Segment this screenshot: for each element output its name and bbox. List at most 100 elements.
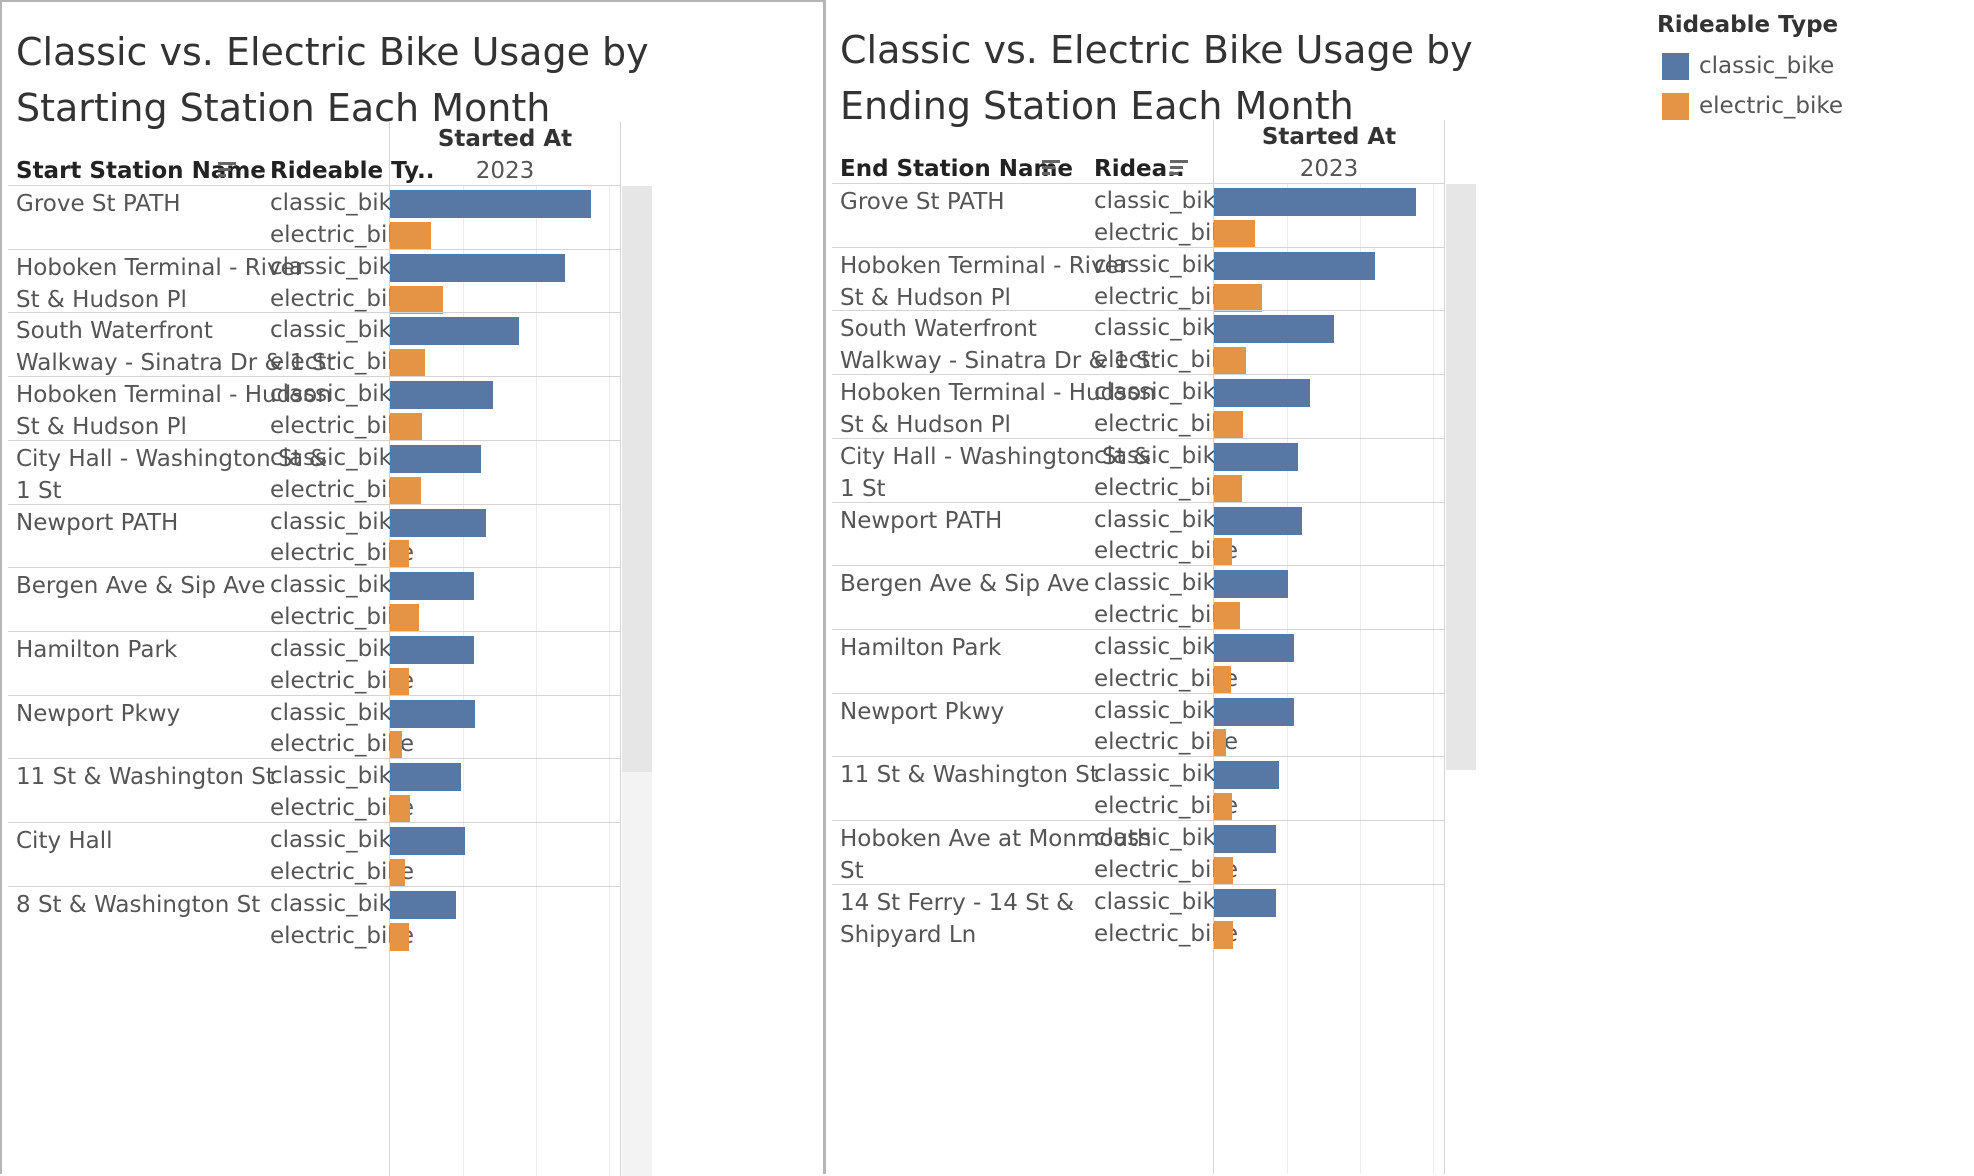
station-name: Hoboken Terminal - River St & Hudson Pl	[840, 250, 1128, 314]
rideable-type-label: classic_bike	[1094, 442, 1230, 469]
bar-classic-bike[interactable]	[1214, 697, 1294, 726]
station-name-line: Grove St PATH	[840, 189, 1005, 215]
station-name-line: 11 St & Washington St	[840, 762, 1099, 789]
bar-electric-bike[interactable]	[1214, 729, 1226, 758]
bar-electric-bike[interactable]	[1214, 602, 1241, 631]
bar-electric-bike[interactable]	[1214, 793, 1233, 822]
scrollbar-track[interactable]	[622, 772, 652, 1176]
station-name-line: St & Hudson Pl	[840, 412, 1011, 439]
bar-classic-bike[interactable]	[1214, 570, 1288, 599]
row-header-rideable-type: Ridea..	[1094, 156, 1185, 182]
bar-electric-bike[interactable]	[1214, 219, 1255, 248]
bar-classic-bike[interactable]	[390, 381, 493, 410]
rideable-type-label: classic_bike	[270, 253, 406, 280]
bar-classic-bike[interactable]	[1214, 888, 1277, 917]
rideable-type-label: classic_bike	[1094, 888, 1230, 915]
rideable-type-label: classic_bike	[270, 381, 406, 408]
station-name-line: St & Hudson Pl	[840, 284, 1011, 311]
station-name-line: Hoboken Terminal - Hudson	[840, 380, 1156, 407]
sort-icon[interactable]	[1170, 160, 1192, 178]
bar-classic-bike[interactable]	[390, 317, 520, 346]
bar-electric-bike[interactable]	[390, 604, 420, 633]
bar-electric-bike[interactable]	[1214, 474, 1242, 503]
station-name: South Waterfront Walkway - Sinatra Dr & 1…	[16, 315, 335, 379]
bar-classic-bike[interactable]	[1214, 506, 1303, 535]
station-name: South Waterfront Walkway - Sinatra Dr & 1…	[840, 313, 1159, 377]
bar-electric-bike[interactable]	[390, 349, 426, 378]
bar-classic-bike[interactable]	[390, 190, 591, 218]
column-year-label: 2023	[1299, 156, 1359, 182]
end-station-sheet: Classic vs. Electric Bike Usage by Endin…	[826, 0, 1646, 1174]
bar-classic-bike[interactable]	[1214, 379, 1310, 408]
bar-classic-bike[interactable]	[390, 508, 486, 537]
station-name-line: South Waterfront	[16, 318, 213, 345]
station-name: Hoboken Terminal - Hudson St & Hudson Pl	[840, 377, 1156, 441]
bar-classic-bike[interactable]	[390, 444, 482, 473]
bar-electric-bike[interactable]	[390, 540, 409, 569]
legend-item-electric-bike[interactable]: electric_bike	[1662, 91, 1843, 121]
bar-classic-bike[interactable]	[390, 763, 461, 792]
bar-classic-bike[interactable]	[390, 572, 474, 601]
legend-item-classic-bike[interactable]: classic_bike	[1662, 51, 1834, 81]
bar-classic-bike[interactable]	[390, 699, 476, 728]
station-name-line: Shipyard Ln	[840, 921, 977, 948]
bar-classic-bike[interactable]	[1214, 761, 1279, 790]
bar-electric-bike[interactable]	[1214, 347, 1247, 376]
gridline	[1287, 184, 1289, 1174]
station-name: Hoboken Terminal - River St & Hudson Pl	[16, 252, 304, 316]
bar-electric-bike[interactable]	[1214, 410, 1244, 439]
station-name-line: 1 St	[16, 477, 62, 504]
station-name-line: Hoboken Ave at Monmouth	[840, 826, 1152, 852]
axis-right-border	[620, 122, 621, 1176]
scrollbar-thumb[interactable]	[622, 186, 652, 772]
bar-electric-bike[interactable]	[390, 221, 431, 250]
bar-electric-bike[interactable]	[1214, 920, 1233, 949]
bar-classic-bike[interactable]	[1214, 315, 1335, 344]
station-name-line: Hamilton Park	[16, 636, 178, 663]
station-name-line: Hoboken Terminal - River	[16, 254, 305, 281]
bar-classic-bike[interactable]	[390, 890, 457, 919]
bar-classic-bike[interactable]	[390, 827, 466, 855]
bar-classic-bike[interactable]	[1214, 188, 1416, 216]
bar-electric-bike[interactable]	[390, 731, 402, 760]
rideable-type-label: classic_bike	[1094, 633, 1230, 660]
rideable-type-label: classic_bike	[1094, 315, 1230, 342]
station-name: Bergen Ave & Sip Ave	[16, 570, 265, 602]
station-name: Newport PATH	[840, 505, 1002, 537]
bar-electric-bike[interactable]	[1214, 665, 1231, 694]
scrollbar-thumb[interactable]	[1446, 184, 1476, 770]
bar-electric-bike[interactable]	[390, 858, 405, 887]
gridline	[463, 186, 465, 1176]
bar-electric-bike[interactable]	[1214, 283, 1263, 312]
chart-title: Classic vs. Electric Bike Usage by Start…	[16, 24, 649, 136]
bar-classic-bike[interactable]	[1214, 442, 1298, 471]
sort-icon[interactable]	[1042, 160, 1064, 178]
bar-electric-bike[interactable]	[1214, 856, 1233, 885]
bar-classic-bike[interactable]	[390, 635, 474, 664]
row-separator	[832, 310, 1444, 312]
row-separator	[8, 630, 620, 632]
rideable-type-label: classic_bike	[270, 635, 406, 662]
bar-electric-bike[interactable]	[390, 667, 409, 696]
bar-classic-bike[interactable]	[1214, 633, 1294, 662]
bar-electric-bike[interactable]	[390, 795, 411, 824]
row-separator	[832, 756, 1444, 758]
bar-electric-bike[interactable]	[390, 476, 421, 505]
station-name: Newport Pkwy	[16, 698, 180, 730]
bar-electric-bike[interactable]	[390, 285, 443, 314]
station-name-line: South Waterfront	[840, 316, 1037, 343]
row-separator	[8, 885, 620, 887]
bar-classic-bike[interactable]	[1214, 825, 1277, 853]
row-separator	[832, 692, 1444, 694]
bar-electric-bike[interactable]	[390, 922, 409, 951]
sort-icon[interactable]	[218, 162, 240, 180]
bar-classic-bike[interactable]	[390, 253, 565, 282]
rideable-type-label: classic_bike	[270, 190, 406, 216]
station-name-line: Bergen Ave & Sip Ave	[840, 571, 1090, 598]
bar-electric-bike[interactable]	[390, 412, 423, 441]
bar-classic-bike[interactable]	[1214, 251, 1375, 280]
bar-electric-bike[interactable]	[1214, 538, 1232, 567]
station-name-line: St	[840, 858, 864, 884]
station-name: Hoboken Terminal - Hudson St & Hudson Pl	[16, 379, 332, 443]
station-name-line: Newport PATH	[16, 509, 179, 536]
